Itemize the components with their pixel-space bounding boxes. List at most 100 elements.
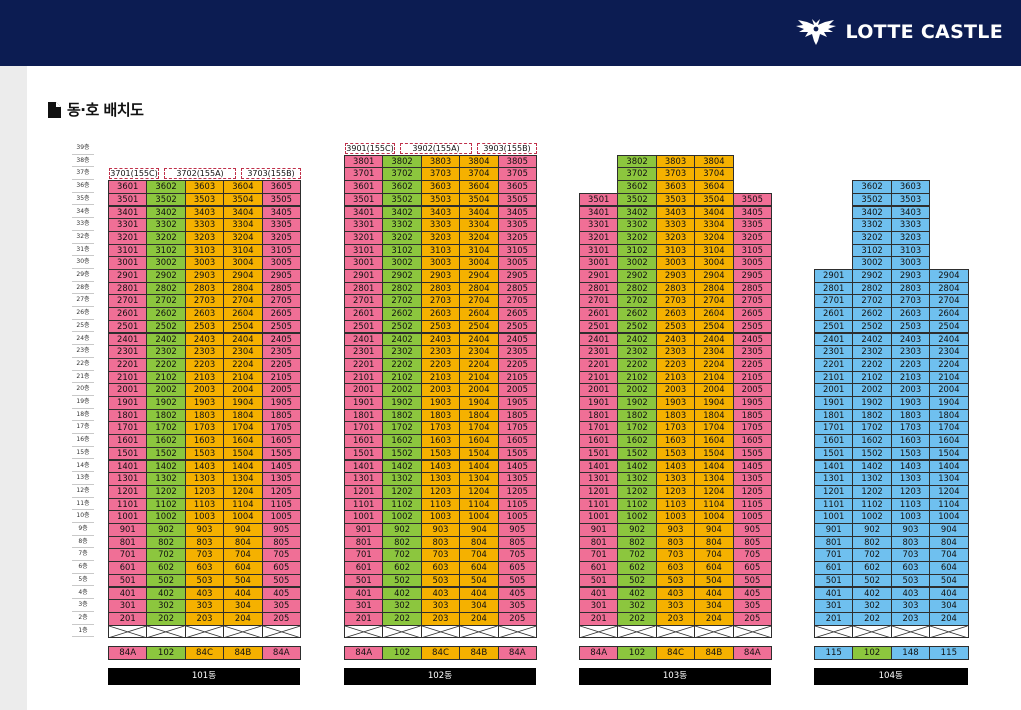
unit-cell[interactable]: 2104 [223, 370, 263, 385]
unit-cell[interactable]: 2202 [146, 357, 186, 372]
unit-cell[interactable]: 203 [184, 611, 225, 626]
unit-cell[interactable]: 2802 [146, 281, 186, 296]
unit-cell[interactable]: 904 [223, 523, 263, 537]
unit-cell[interactable]: 402 [617, 586, 657, 601]
unit-cell[interactable]: 203 [420, 611, 461, 626]
unit-cell[interactable]: 3401 [344, 205, 384, 220]
unit-cell[interactable]: 1302 [852, 472, 892, 486]
unit-cell[interactable]: 3601 [108, 180, 148, 194]
unit-cell[interactable]: 2202 [852, 357, 892, 372]
unit-cell[interactable]: 1404 [694, 459, 734, 474]
unit-cell[interactable]: 1901 [579, 396, 619, 410]
unit-cell[interactable]: 1404 [459, 459, 499, 474]
unit-cell[interactable]: 3305 [497, 218, 537, 232]
unit-cell[interactable]: 1605 [497, 434, 537, 448]
brand-logo[interactable]: LOTTE CASTLE [795, 14, 1003, 50]
unit-cell[interactable]: 2004 [694, 383, 734, 397]
unit-cell[interactable]: 1704 [223, 421, 263, 436]
unit-cell[interactable]: 1005 [497, 510, 537, 524]
unit-cell[interactable]: 3002 [382, 256, 422, 270]
unit-cell[interactable]: 2005 [732, 383, 772, 397]
unit-cell[interactable]: 1602 [617, 434, 657, 448]
unit-cell[interactable]: 3502 [852, 192, 892, 207]
unit-cell[interactable]: 2603 [184, 307, 225, 321]
unit-cell[interactable]: 2104 [694, 370, 734, 385]
unit-cell[interactable]: 1701 [344, 421, 384, 436]
unit-cell[interactable]: 3004 [223, 256, 263, 270]
unit-cell[interactable]: 2901 [344, 269, 384, 283]
unit-cell[interactable]: 202 [617, 611, 657, 626]
unit-cell[interactable]: 3203 [890, 230, 931, 245]
unit-cell[interactable]: 601 [108, 561, 148, 575]
unit-cell[interactable]: 2304 [223, 345, 263, 359]
unit-cell[interactable]: 3805 [497, 154, 537, 169]
unit-cell[interactable]: 804 [223, 535, 263, 550]
unit-cell[interactable]: 2901 [108, 269, 148, 283]
unit-cell[interactable]: 1403 [184, 459, 225, 474]
unit-cell[interactable]: 602 [852, 561, 892, 575]
unit-cell[interactable]: 902 [382, 523, 422, 537]
unit-cell[interactable]: 2501 [108, 319, 148, 334]
unit-cell[interactable]: 2702 [146, 294, 186, 309]
unit-cell[interactable]: 801 [579, 535, 619, 550]
unit-cell[interactable]: 2001 [108, 383, 148, 397]
unit-cell[interactable]: 1004 [694, 510, 734, 524]
unit-cell[interactable]: 704 [929, 548, 969, 563]
unit-cell[interactable]: 2901 [579, 269, 619, 283]
unit-cell[interactable]: 3302 [852, 218, 892, 232]
unit-cell[interactable]: 501 [344, 573, 384, 588]
unit-cell[interactable]: 1803 [890, 408, 931, 423]
unit-cell[interactable]: 3503 [655, 192, 696, 207]
unit-cell[interactable]: 2501 [579, 319, 619, 334]
unit-cell[interactable]: 3405 [261, 205, 301, 220]
unit-cell[interactable]: 201 [108, 611, 148, 626]
unit-cell[interactable]: 1503 [184, 446, 225, 461]
unit-cell[interactable]: 2003 [655, 383, 696, 397]
unit-cell[interactable]: 2502 [852, 319, 892, 334]
unit-cell[interactable]: 1605 [261, 434, 301, 448]
unit-cell[interactable]: 1304 [459, 472, 499, 486]
unit-cell[interactable]: 1601 [579, 434, 619, 448]
unit-cell[interactable]: 3303 [890, 218, 931, 232]
unit-cell[interactable]: 204 [929, 611, 969, 626]
unit-cell[interactable]: 1402 [146, 459, 186, 474]
unit-cell[interactable]: 2404 [223, 332, 263, 347]
unit-cell[interactable]: 2403 [184, 332, 225, 347]
unit-cell[interactable]: 3104 [459, 243, 499, 258]
unit-cell[interactable]: 301 [814, 599, 854, 613]
unit-cell[interactable]: 2605 [497, 307, 537, 321]
unit-cell[interactable]: 2805 [497, 281, 537, 296]
unit-cell[interactable]: 2002 [617, 383, 657, 397]
unit-cell[interactable]: 1505 [261, 446, 301, 461]
unit-cell[interactable]: 1103 [655, 497, 696, 512]
unit-cell[interactable]: 202 [382, 611, 422, 626]
unit-cell[interactable]: 1903 [184, 396, 225, 410]
unit-cell[interactable]: 204 [459, 611, 499, 626]
unit-cell[interactable]: 3104 [223, 243, 263, 258]
unit-cell[interactable]: 505 [497, 573, 537, 588]
unit-cell[interactable]: 401 [579, 586, 619, 601]
unit-cell[interactable]: 1301 [579, 472, 619, 486]
unit-cell[interactable]: 3302 [146, 218, 186, 232]
unit-cell[interactable]: 1104 [929, 497, 969, 512]
unit-cell[interactable]: 603 [420, 561, 461, 575]
unit-cell[interactable]: 2902 [146, 269, 186, 283]
unit-cell[interactable]: 802 [617, 535, 657, 550]
unit-cell[interactable]: 1101 [108, 497, 148, 512]
unit-cell[interactable]: 3503 [184, 192, 225, 207]
unit-cell[interactable]: 403 [655, 586, 696, 601]
unit-cell[interactable]: 1503 [890, 446, 931, 461]
unit-cell[interactable]: 2101 [814, 370, 854, 385]
unit-cell[interactable]: 3005 [261, 256, 301, 270]
unit-cell[interactable]: 803 [184, 535, 225, 550]
unit-cell[interactable]: 3404 [223, 205, 263, 220]
unit-cell[interactable]: 3603 [655, 180, 696, 194]
unit-cell[interactable]: 2301 [108, 345, 148, 359]
unit-cell[interactable]: 705 [261, 548, 301, 563]
unit-cell[interactable]: 2102 [852, 370, 892, 385]
unit-cell[interactable]: 601 [344, 561, 384, 575]
unit-cell[interactable]: 3604 [459, 180, 499, 194]
unit-cell[interactable]: 1304 [223, 472, 263, 486]
unit-cell[interactable]: 1502 [617, 446, 657, 461]
unit-cell[interactable]: 1401 [344, 459, 384, 474]
